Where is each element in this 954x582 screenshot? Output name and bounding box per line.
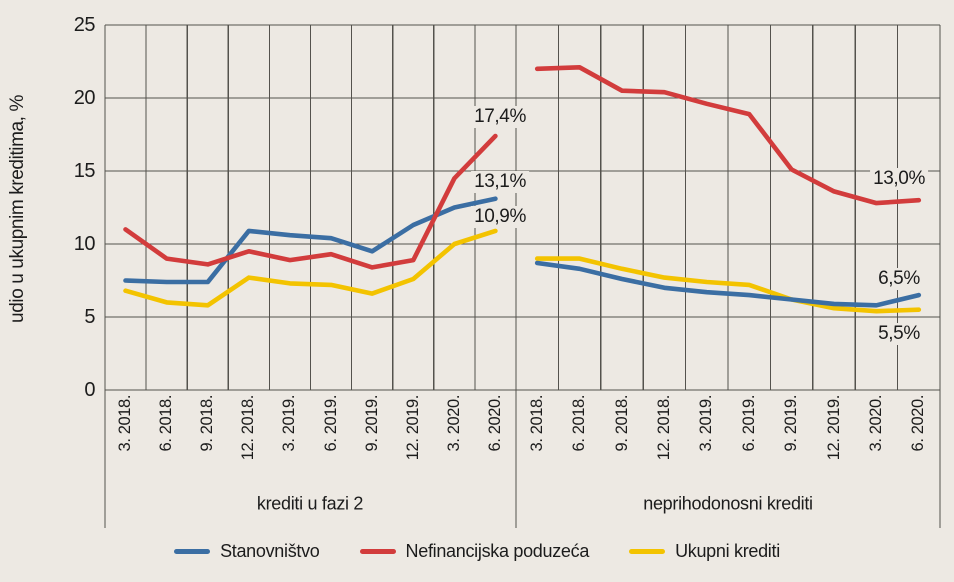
series-line-nefinancijska-poduze-a-panel-1 (534, 65, 922, 206)
x-tick-label: 6. 2018. (157, 395, 176, 452)
x-tick-label: 9. 2019. (782, 395, 801, 452)
end-value-label: 5,5% (875, 323, 923, 345)
legend-item-nefinancijska: Nefinancijska poduzeća (359, 541, 590, 562)
x-tick-label: 12. 2019. (824, 395, 843, 461)
legend-label-nefinancijska: Nefinancijska poduzeća (405, 541, 590, 561)
series-line-nefinancijska-poduze-a-panel-0 (123, 133, 498, 270)
x-tick-label: 3. 2018. (527, 395, 546, 452)
x-tick-label: 12. 2018. (654, 395, 673, 461)
legend-item-ukupni: Ukupni krediti (629, 541, 780, 562)
x-tick-label: 6. 2020. (909, 395, 928, 452)
gridlines (104, 24, 941, 528)
x-tick-label: 3. 2018. (116, 395, 135, 452)
x-tick-label: 3. 2020. (866, 395, 885, 452)
x-tick-label: 6. 2020. (485, 395, 504, 452)
legend-swatch-ukupni (629, 549, 666, 554)
end-value-label: 13,0% (870, 168, 928, 190)
end-value-label: 6,5% (875, 268, 923, 290)
y-tick-label: 5 (84, 306, 95, 328)
end-value-label: 10,9% (471, 206, 529, 228)
end-value-label: 17,4% (471, 106, 529, 128)
x-tick-label: 12. 2019. (403, 395, 422, 461)
x-tick-label: 6. 2019. (739, 395, 758, 452)
x-tick-label: 3. 2020. (444, 395, 463, 452)
y-tick-label: 15 (73, 160, 96, 182)
x-tick-label: 6. 2019. (321, 395, 340, 452)
y-tick-label: 20 (73, 87, 96, 109)
series-line-ukupni-krediti-panel-1 (534, 256, 922, 314)
y-tick-label: 10 (73, 233, 96, 255)
legend: Stanovništvo Nefinancijska poduzeća Ukup… (0, 541, 954, 562)
panel-caption-stage2: krediti u fazi 2 (256, 493, 364, 514)
x-tick-label: 3. 2019. (697, 395, 716, 452)
legend-swatch-nefinancijska (359, 549, 396, 554)
x-tick-label: 9. 2018. (198, 395, 217, 452)
series-line-stanovni-tvo-panel-1 (534, 260, 922, 308)
x-tick-label: 3. 2019. (280, 395, 299, 452)
x-tick-label: 12. 2018. (239, 395, 258, 461)
legend-label-stanovnistvo: Stanovništvo (220, 541, 320, 561)
end-value-label: 13,1% (471, 171, 529, 193)
legend-item-stanovnistvo: Stanovništvo (174, 541, 320, 562)
y-tick-label: 0 (84, 379, 95, 401)
legend-swatch-stanovnistvo (174, 549, 211, 554)
y-tick-label: 25 (73, 14, 96, 36)
x-tick-label: 9. 2019. (362, 395, 381, 452)
panel-caption-npl: neprihodonosni krediti (643, 493, 813, 514)
x-tick-label: 9. 2018. (612, 395, 631, 452)
legend-label-ukupni: Ukupni krediti (675, 541, 780, 561)
series-line-ukupni-krediti-panel-0 (123, 228, 498, 308)
x-tick-label: 6. 2018. (570, 395, 589, 452)
